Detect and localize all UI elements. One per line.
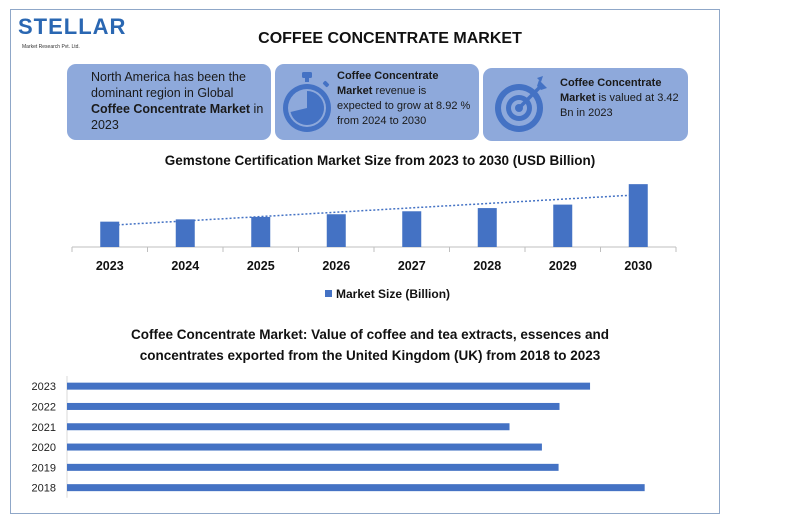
x-tick-label: 2029: [549, 259, 577, 273]
bar: [251, 216, 271, 247]
x-tick-label: 2028: [473, 259, 501, 273]
trendline: [101, 194, 639, 227]
y-tick-label: 2023: [32, 381, 56, 393]
card-text-part: revenue is expected to grow at 8.92 % fr…: [337, 85, 471, 127]
bar: [67, 443, 542, 451]
card-text-part: in 2023: [91, 102, 264, 132]
bar: [67, 423, 510, 431]
bar: [175, 219, 195, 247]
stopwatch-icon: [283, 72, 331, 132]
x-tick-label: 2023: [96, 259, 124, 273]
bar: [67, 402, 560, 410]
info-card-value: Coffee Concentrate Market is valued at 3…: [483, 68, 688, 141]
x-tick-label: 2026: [322, 259, 350, 273]
bar: [326, 214, 346, 247]
bar: [67, 382, 591, 390]
logo-text: STELLAR: [18, 14, 127, 39]
logo-subtitle: Market Research Pvt. Ltd.: [22, 44, 80, 50]
main-title: COFFEE CONCENTRATE MARKET: [258, 30, 522, 47]
legend-label: Market Size (Billion): [336, 287, 450, 301]
info-card-growth: Coffee Concentrate Market revenue is exp…: [275, 64, 479, 140]
y-tick-label: 2018: [32, 483, 56, 495]
uk-exports-chart: 2023 2022 2021 2020 2019 2018: [32, 376, 645, 498]
bar: [477, 208, 497, 247]
target-icon: [495, 76, 547, 132]
card-highlight: Coffee Concentrate Market: [337, 70, 439, 97]
card-text-part: is valued at 3.42 Bn in 2023: [560, 92, 679, 119]
info-card-region: North America has been the dominant regi…: [67, 64, 271, 140]
chart2-title: Coffee Concentrate Market: Value of coff…: [131, 327, 609, 363]
card-text: Coffee Concentrate Market revenue is exp…: [337, 69, 473, 129]
y-tick-label: 2022: [32, 401, 56, 413]
card-highlight: Coffee Concentrate Market: [560, 77, 662, 104]
card-highlight: Coffee Concentrate Market: [91, 102, 251, 116]
bar: [628, 184, 648, 247]
infographic-frame: [10, 9, 720, 514]
y-tick-label: 2020: [32, 442, 56, 454]
bar: [553, 204, 573, 247]
x-tick-label: 2027: [398, 259, 426, 273]
y-tick-label: 2019: [32, 462, 56, 474]
y-tick-label: 2021: [32, 422, 56, 434]
bar: [67, 463, 559, 471]
legend-swatch: [325, 290, 332, 297]
x-tick-label: 2030: [624, 259, 652, 273]
chart1-title: Gemstone Certification Market Size from …: [164, 153, 596, 168]
card-text-part: North America has been the dominant regi…: [91, 70, 246, 100]
x-tick-label: 2025: [247, 259, 275, 273]
x-tick-label: 2024: [171, 259, 199, 273]
stellar-logo: STELLAR Market Research Pvt. Ltd.: [18, 14, 125, 58]
bar: [100, 221, 120, 247]
bar: [67, 484, 645, 492]
card-text: North America has been the dominant regi…: [91, 69, 269, 133]
bar: [402, 211, 422, 247]
card-text: Coffee Concentrate Market is valued at 3…: [560, 76, 680, 121]
market-size-chart: 2023 2024 2025 2026 2027 2028 2029 2030 Market S…: [71, 184, 677, 301]
